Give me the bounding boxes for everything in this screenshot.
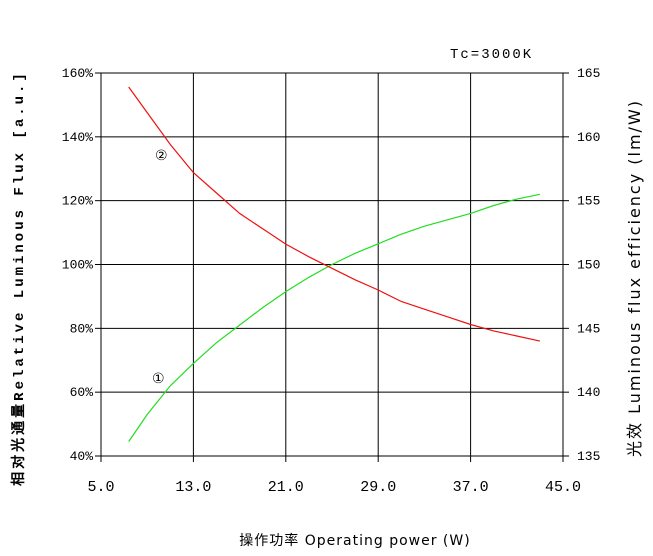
grid xyxy=(101,73,563,456)
y-left-tick-label: 60% xyxy=(70,385,94,400)
y-right-tick-label: 165 xyxy=(577,66,600,81)
annotation-tc: Tc=3000K xyxy=(450,47,533,63)
x-tick-label: 37.0 xyxy=(453,479,489,496)
y-left-tick-label: 80% xyxy=(70,321,94,336)
y-left-tick-label: 140% xyxy=(62,130,93,145)
y-left-tick-label: 40% xyxy=(70,449,94,464)
x-axis-label: 操作功率 Operating power (W) xyxy=(239,532,470,549)
tick-labels: 5.0 13.0 21.0 29.0 37.0 45.0 40% 60% 80% 100% 120%… xyxy=(62,66,601,496)
y-left-tick-label: 160% xyxy=(62,66,93,81)
series-label-1: ① xyxy=(152,371,165,387)
series-group xyxy=(128,86,541,442)
y-right-tick-label: 140 xyxy=(577,385,600,400)
y-axis-right-label: 光效 Luminous flux efficiency (lm/W) xyxy=(625,99,644,457)
x-tick-label: 21.0 xyxy=(268,479,304,496)
x-tick-label: 13.0 xyxy=(175,479,211,496)
axes xyxy=(95,72,569,462)
y-right-tick-label: 150 xyxy=(577,258,600,273)
y-axis-left-label: 相对光通量Relative Luminous Flux [a.u.] xyxy=(10,70,28,486)
x-tick-label: 5.0 xyxy=(87,479,114,496)
x-tick-label: 29.0 xyxy=(360,479,396,496)
y-left-tick-label: 100% xyxy=(62,258,93,273)
series-label-2: ② xyxy=(155,148,168,164)
y-left-tick-label: 120% xyxy=(62,194,93,209)
series-line-1 xyxy=(128,193,541,442)
y-right-tick-label: 155 xyxy=(577,194,600,209)
x-tick-label: 45.0 xyxy=(545,479,581,496)
series-line-2 xyxy=(128,86,541,342)
y-right-tick-label: 160 xyxy=(577,130,600,145)
y-right-tick-label: 145 xyxy=(577,321,600,336)
y-right-tick-label: 135 xyxy=(577,449,600,464)
